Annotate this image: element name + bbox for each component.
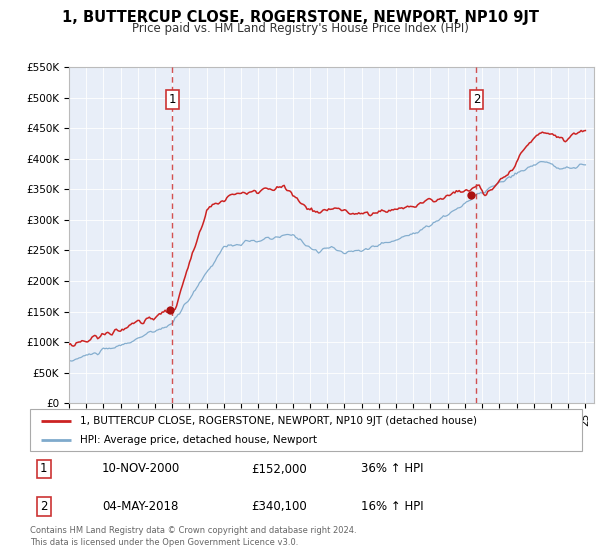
Text: 2: 2 <box>473 92 480 106</box>
Text: 1, BUTTERCUP CLOSE, ROGERSTONE, NEWPORT, NP10 9JT (detached house): 1, BUTTERCUP CLOSE, ROGERSTONE, NEWPORT,… <box>80 416 476 426</box>
Text: 1: 1 <box>40 463 47 475</box>
Text: £152,000: £152,000 <box>251 463 307 475</box>
Text: 16% ↑ HPI: 16% ↑ HPI <box>361 500 424 512</box>
Text: Price paid vs. HM Land Registry's House Price Index (HPI): Price paid vs. HM Land Registry's House … <box>131 22 469 35</box>
Text: 1, BUTTERCUP CLOSE, ROGERSTONE, NEWPORT, NP10 9JT: 1, BUTTERCUP CLOSE, ROGERSTONE, NEWPORT,… <box>62 10 539 25</box>
Text: 04-MAY-2018: 04-MAY-2018 <box>102 500 178 512</box>
Text: 10-NOV-2000: 10-NOV-2000 <box>102 463 180 475</box>
Text: Contains HM Land Registry data © Crown copyright and database right 2024.
This d: Contains HM Land Registry data © Crown c… <box>30 526 356 547</box>
Text: 2: 2 <box>40 500 47 512</box>
Text: £340,100: £340,100 <box>251 500 307 512</box>
Text: 36% ↑ HPI: 36% ↑ HPI <box>361 463 424 475</box>
Text: 1: 1 <box>169 92 176 106</box>
Text: HPI: Average price, detached house, Newport: HPI: Average price, detached house, Newp… <box>80 435 317 445</box>
